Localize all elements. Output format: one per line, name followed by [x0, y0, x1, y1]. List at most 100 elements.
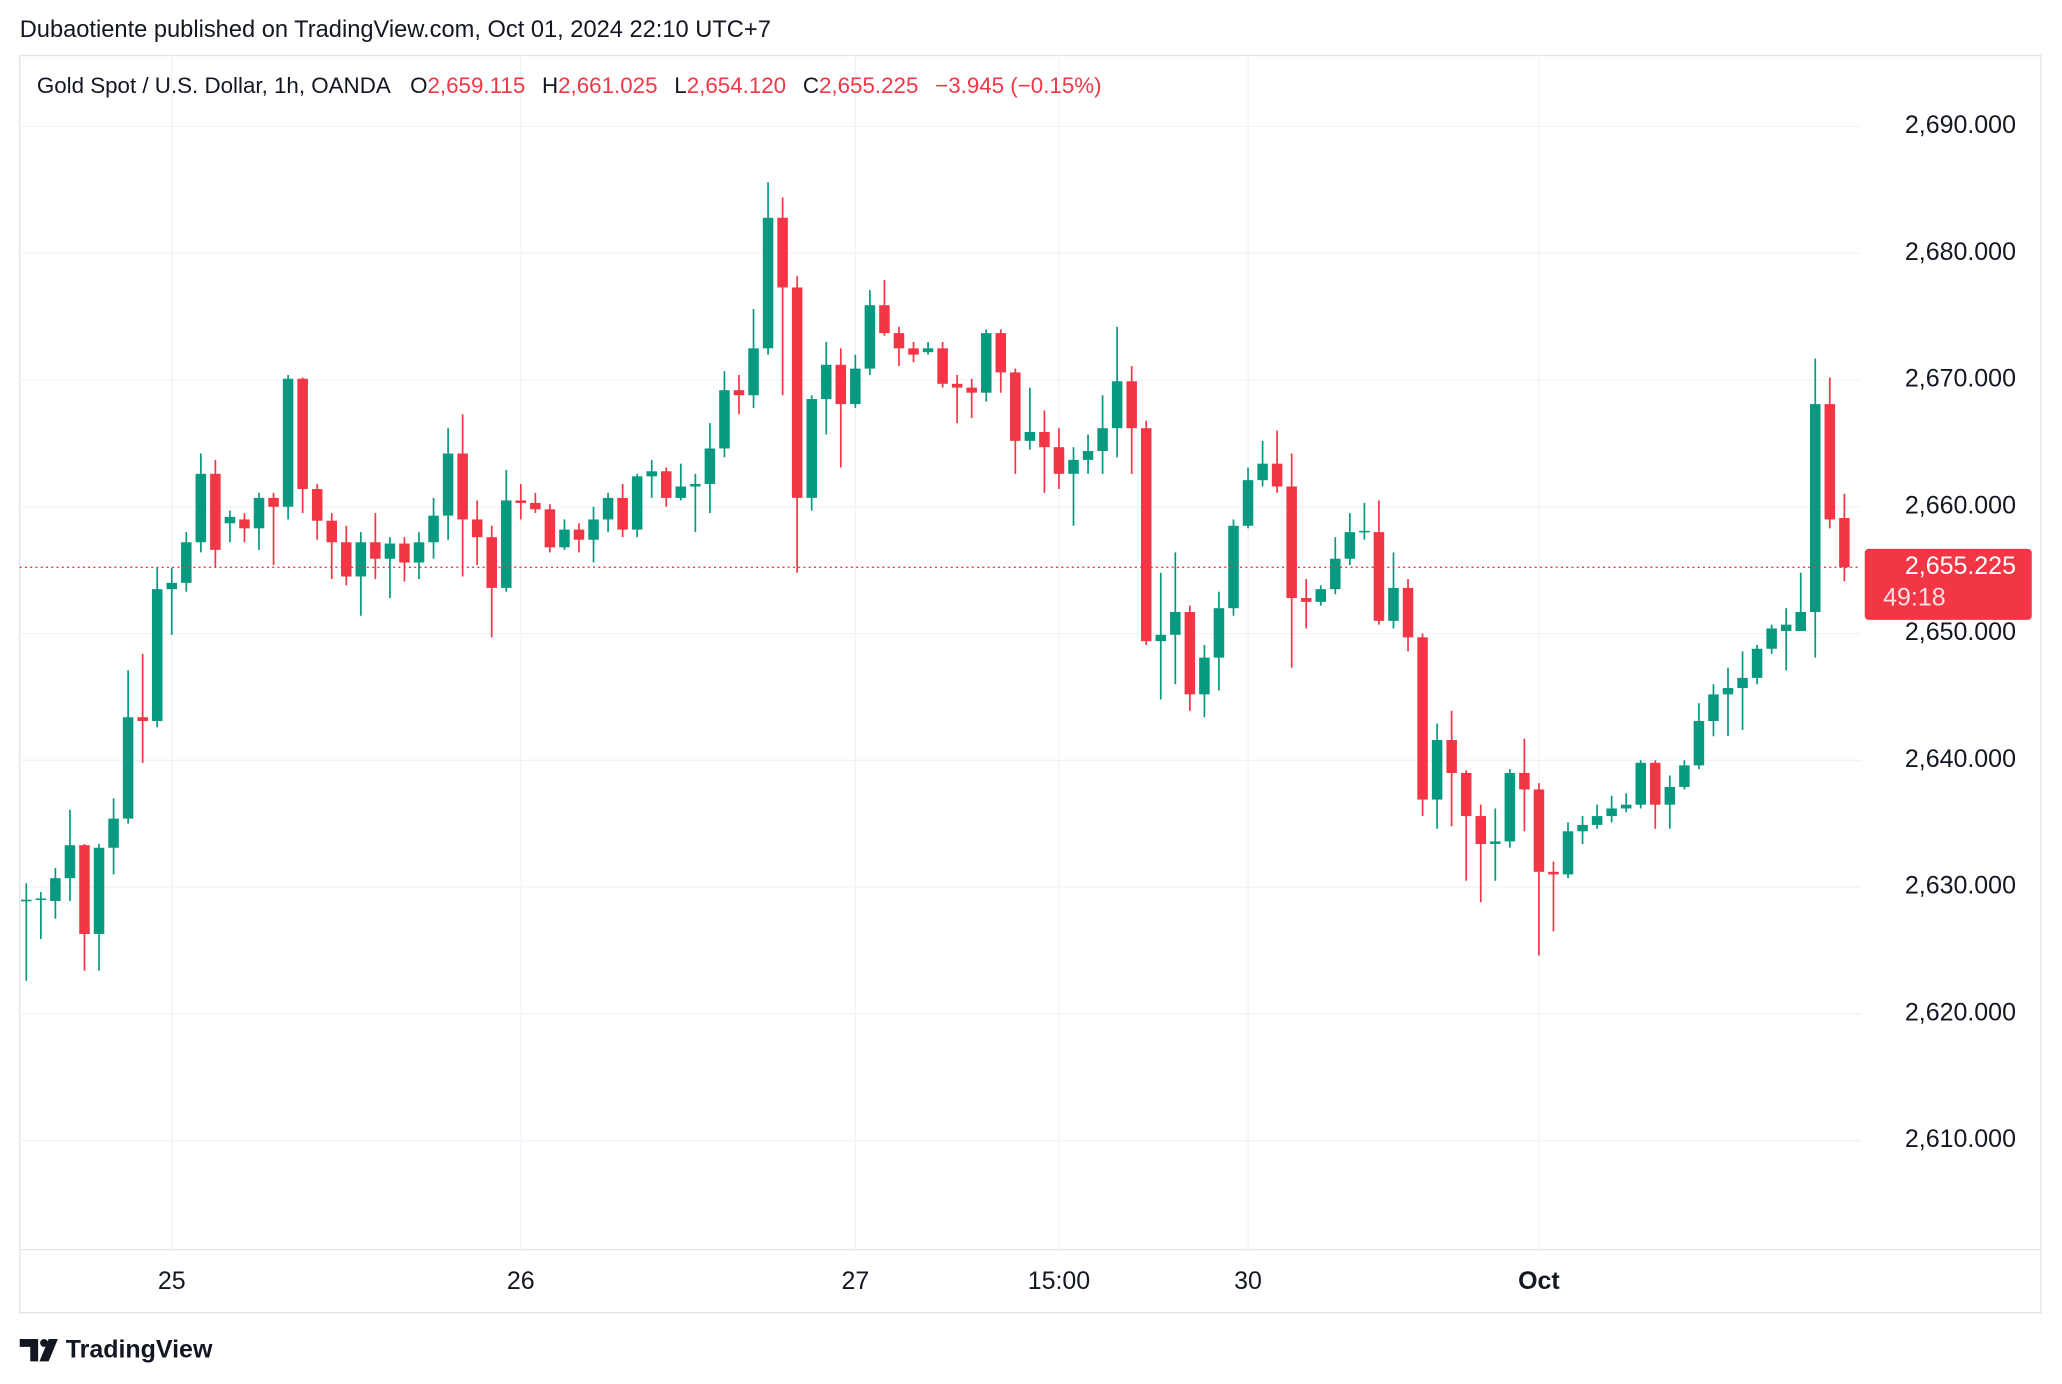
candle-body — [1184, 611, 1196, 695]
candle-body — [370, 542, 381, 559]
candle-body — [1257, 463, 1268, 481]
candle-body — [210, 473, 221, 550]
candle-body — [573, 529, 585, 540]
close: 2,655.225 — [819, 73, 918, 98]
ohlc-legend: Gold Spot / U.S. Dollar, 1h, OANDA O 2,65… — [37, 73, 1102, 98]
candle-body — [355, 542, 367, 577]
candle-body — [50, 878, 61, 901]
candle-body — [1693, 720, 1705, 766]
low: 2,654.120 — [687, 73, 786, 98]
candle-body — [602, 497, 614, 520]
candle-body — [1679, 765, 1690, 787]
candle-body — [1417, 637, 1428, 800]
countdown: 49:18 — [1883, 583, 1945, 611]
x-tick-label: 26 — [507, 1267, 535, 1295]
candle-body — [1606, 808, 1617, 817]
y-tick-label: 2,620.000 — [1905, 998, 2016, 1026]
candle-body — [893, 333, 905, 349]
candle-body — [1039, 431, 1050, 448]
candle-body — [122, 717, 134, 819]
candle-body — [297, 378, 308, 490]
candle-body — [1271, 463, 1283, 487]
candle-body — [1490, 841, 1501, 844]
candle-body — [1780, 624, 1792, 631]
candle-body — [966, 387, 977, 393]
candle-body — [530, 502, 541, 510]
candle-body — [1839, 517, 1850, 568]
candle-body — [181, 542, 192, 583]
candle-body — [1591, 816, 1603, 825]
candle-body — [1111, 381, 1123, 429]
candle-body — [748, 348, 759, 396]
candle-body — [166, 582, 178, 590]
candle-body — [64, 845, 76, 879]
y-tick-label: 2,670.000 — [1905, 365, 2016, 393]
candle-body — [1722, 688, 1734, 695]
candle-body — [1097, 428, 1108, 452]
candle-body — [864, 305, 876, 369]
candle-body — [1228, 525, 1239, 609]
candle-body — [1315, 589, 1327, 602]
candle-body — [282, 378, 294, 507]
open-tag: O — [410, 73, 427, 98]
candle-body — [1300, 598, 1312, 602]
x-tick-label: 27 — [841, 1267, 869, 1295]
candle-body — [1068, 459, 1079, 474]
candle-body — [704, 448, 716, 484]
candle-body — [1053, 447, 1065, 474]
candle-body — [762, 217, 774, 349]
candle-body — [253, 497, 265, 529]
candle-body — [1766, 628, 1777, 649]
symbol: Gold Spot / U.S. Dollar, 1h, OANDA — [37, 73, 391, 98]
y-tick-label: 2,610.000 — [1905, 1125, 2016, 1153]
candle-body — [980, 333, 992, 393]
candle-body — [1402, 587, 1414, 638]
candle-body — [137, 717, 148, 721]
candle-body — [1344, 532, 1356, 559]
candle-body — [486, 537, 497, 588]
candle-body — [93, 847, 105, 934]
candle-body — [835, 364, 847, 405]
candle-body — [806, 399, 817, 498]
candle-body — [1082, 451, 1094, 460]
candle-body — [995, 333, 1007, 373]
high: 2,661.025 — [558, 73, 657, 98]
x-tick-label: 15:00 — [1028, 1267, 1090, 1295]
candle-body — [1431, 740, 1443, 800]
y-tick-label: 2,630.000 — [1905, 872, 2016, 900]
candle-body — [690, 483, 701, 487]
candle-body — [311, 489, 323, 521]
candle-body — [35, 898, 47, 901]
candle-body — [1795, 611, 1806, 631]
candle-body — [413, 542, 425, 563]
candle-body — [21, 899, 32, 902]
candle-body — [1548, 871, 1559, 875]
candle-body — [820, 364, 832, 400]
candle-body — [1810, 404, 1821, 612]
candle-body — [588, 519, 599, 540]
candle-body — [544, 509, 556, 548]
candle-body — [515, 500, 527, 503]
y-tick-label: 2,690.000 — [1905, 111, 2016, 139]
high-tag: H — [542, 73, 558, 98]
candle-body — [501, 500, 512, 588]
candle-body — [341, 542, 352, 577]
brand: TradingView — [66, 1335, 213, 1363]
change: −3.945 (−0.15%) — [935, 73, 1101, 98]
price-label-box — [1864, 548, 2032, 620]
candle-body — [1213, 608, 1225, 658]
y-tick-label: 2,660.000 — [1905, 491, 2016, 519]
candle-body — [428, 515, 439, 543]
candle-body — [1533, 789, 1545, 872]
candle-body — [1170, 611, 1181, 635]
y-tick-label: 2,640.000 — [1905, 745, 2016, 773]
candle-body — [195, 473, 207, 543]
candle-body — [1737, 677, 1748, 689]
candle-body — [442, 453, 454, 516]
candle-body — [1708, 694, 1719, 721]
candle-body — [617, 497, 628, 530]
candle-body — [1126, 381, 1137, 429]
close-tag: C — [803, 73, 819, 98]
candle-body — [1024, 431, 1036, 441]
